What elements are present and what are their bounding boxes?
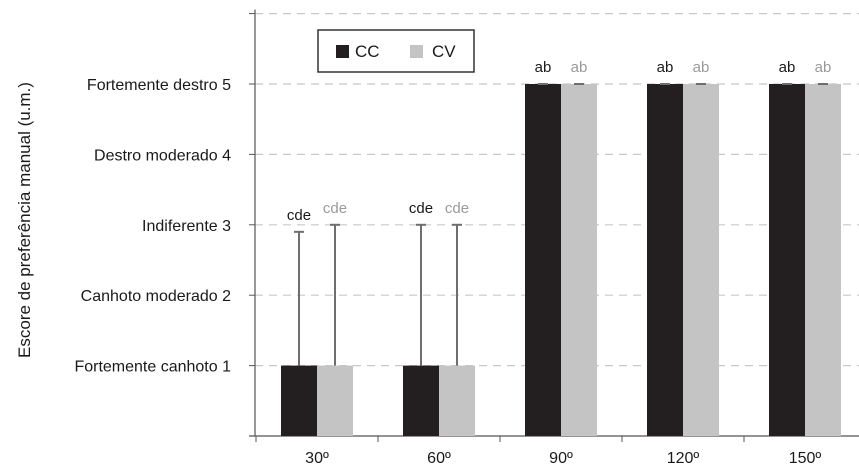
bar-cv-3: [561, 84, 597, 436]
bar-cv-5: [805, 84, 841, 436]
significance-label: cde: [287, 207, 311, 224]
significance-label: ab: [779, 59, 796, 76]
significance-label: ab: [657, 59, 674, 76]
bar-cc-5: [769, 84, 805, 436]
bar-cv-1: [317, 365, 353, 436]
x-tick-label: 60º: [427, 450, 451, 466]
x-tick-label: 150º: [789, 450, 822, 466]
legend: CC CV: [317, 29, 475, 73]
tick-labels: Fortemente canhoto 1 Canhoto moderado 2 In…: [74, 59, 831, 466]
bar-cc-2: [403, 365, 439, 436]
significance-label: ab: [815, 59, 832, 76]
significance-label: cde: [409, 200, 433, 217]
significance-label: cde: [445, 200, 469, 217]
legend-swatch-cc: [336, 45, 349, 58]
y-axis-label: Escore de preferência manual (u.m.): [15, 82, 34, 358]
significance-label: ab: [571, 59, 588, 76]
legend-swatch-cv: [410, 45, 423, 58]
significance-label: cde: [323, 200, 347, 217]
legend-label-cc: CC: [355, 42, 380, 61]
bar-cc-1: [281, 365, 317, 436]
bars: [281, 83, 841, 436]
x-tick-label: 90º: [549, 450, 573, 466]
bar-cc-4: [647, 84, 683, 436]
y-tick-label: Fortemente canhoto 1: [74, 359, 231, 376]
y-tick-label: Destro moderado 4: [94, 147, 231, 164]
x-tick-label: 30º: [305, 450, 329, 466]
significance-label: ab: [535, 59, 552, 76]
y-tick-label: Indiferente 3: [142, 218, 231, 235]
legend-label-cv: CV: [432, 42, 456, 61]
bar-cv-2: [439, 365, 475, 436]
bar-cv-4: [683, 84, 719, 436]
significance-label: ab: [693, 59, 710, 76]
y-tick-label: Fortemente destro 5: [87, 77, 231, 94]
bar-cc-3: [525, 84, 561, 436]
x-tick-label: 120º: [667, 450, 700, 466]
y-tick-label: Canhoto moderado 2: [81, 288, 231, 305]
